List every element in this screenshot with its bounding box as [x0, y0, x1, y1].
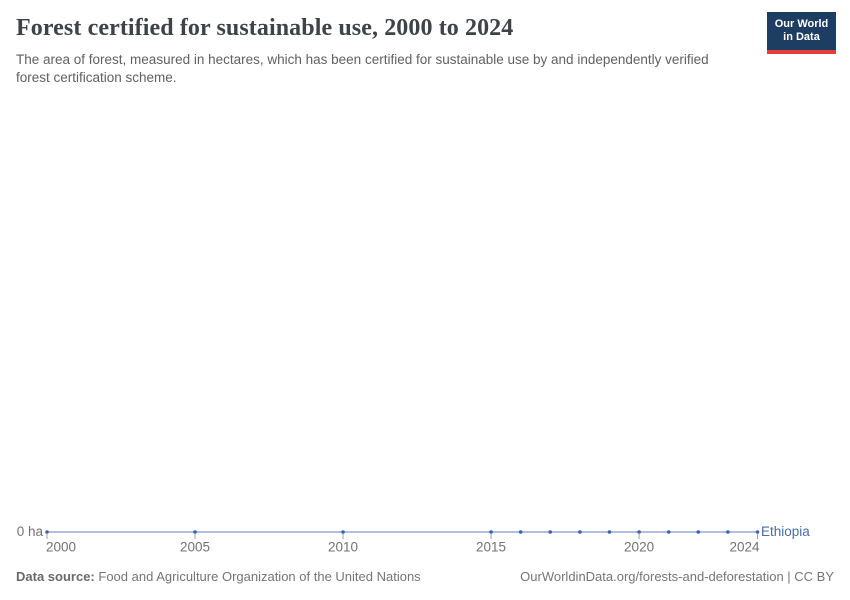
- owid-logo[interactable]: Our World in Data: [767, 12, 836, 54]
- data-point[interactable]: [489, 530, 493, 534]
- chart-footer: Data source: Food and Agriculture Organi…: [16, 569, 834, 584]
- x-axis-label: 2010: [328, 540, 358, 555]
- data-point[interactable]: [578, 530, 582, 534]
- owid-url-link[interactable]: OurWorldinData.org/forests-and-deforesta…: [520, 569, 834, 584]
- data-point[interactable]: [45, 530, 49, 534]
- x-axis-label: 2020: [624, 540, 654, 555]
- x-axis-label: 2000: [46, 540, 76, 555]
- data-point[interactable]: [193, 530, 197, 534]
- chart-subtitle: The area of forest, measured in hectares…: [16, 52, 709, 85]
- data-point[interactable]: [666, 530, 671, 534]
- data-point[interactable]: [726, 530, 730, 534]
- line-chart[interactable]: 2000 2005 2010 2015 2020 2024: [0, 505, 850, 565]
- x-axis-label: 2015: [476, 540, 506, 555]
- data-point[interactable]: [696, 530, 701, 534]
- data-point[interactable]: [341, 530, 345, 534]
- data-source-text: Food and Agriculture Organization of the…: [98, 569, 421, 584]
- x-axis-label: 2024: [729, 540, 760, 555]
- owid-logo-line1: Our World: [774, 18, 829, 30]
- chart-title: Forest certified for sustainable use, 20…: [16, 15, 514, 41]
- y-axis-zero-label: 0 ha: [16, 524, 43, 539]
- entity-label[interactable]: Ethiopia: [761, 524, 810, 539]
- data-source-label: Data source:: [16, 569, 95, 584]
- data-source-note: Data source: Food and Agriculture Organi…: [16, 569, 421, 584]
- data-point[interactable]: [607, 530, 612, 534]
- data-point[interactable]: [548, 530, 553, 534]
- owid-logo-line2: in Data: [783, 31, 820, 43]
- data-point[interactable]: [755, 530, 760, 534]
- x-axis-label: 2005: [180, 540, 210, 555]
- data-point[interactable]: [518, 530, 523, 534]
- data-point[interactable]: [637, 530, 641, 534]
